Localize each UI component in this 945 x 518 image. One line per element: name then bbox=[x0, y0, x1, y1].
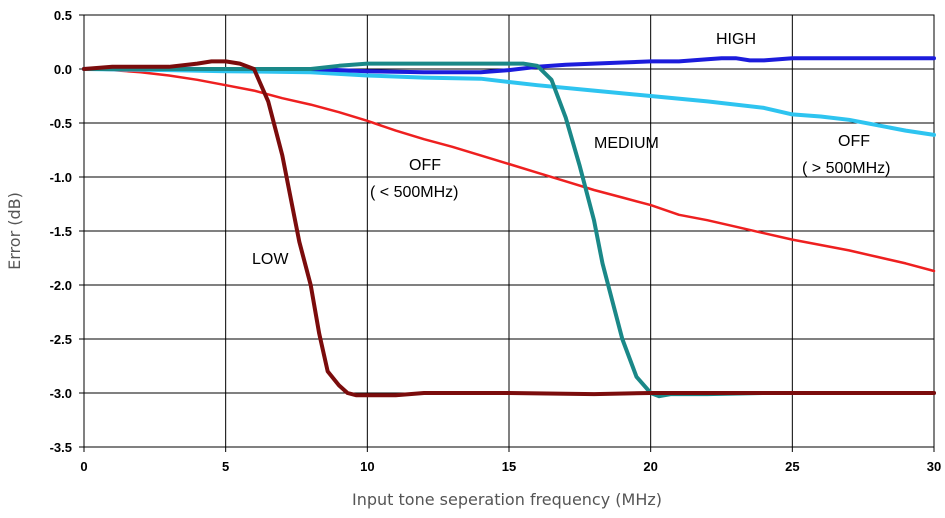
x-tick-label: 10 bbox=[360, 459, 374, 474]
y-tick-label: -2.5 bbox=[50, 332, 72, 347]
series-line-off-500mhz bbox=[82, 67, 936, 137]
x-tick-label: 0 bbox=[80, 459, 87, 474]
x-tick-label: 15 bbox=[502, 459, 516, 474]
label-off-lt-line1: OFF bbox=[409, 157, 441, 174]
x-tick-label: 5 bbox=[222, 459, 229, 474]
x-tick-label: 20 bbox=[643, 459, 657, 474]
label-medium: MEDIUM bbox=[594, 135, 659, 152]
series-lines bbox=[82, 56, 936, 399]
label-low: LOW bbox=[252, 251, 289, 268]
x-axis-ticks: 0 5 10 15 20 25 30 bbox=[80, 447, 941, 474]
x-axis-title: Input tone seperation frequency (MHz) bbox=[352, 490, 662, 509]
x-tick-label: 25 bbox=[785, 459, 799, 474]
y-tick-label: 0.5 bbox=[54, 8, 72, 23]
grid bbox=[83, 14, 935, 448]
label-off-gt-line2: ( > 500MHz) bbox=[802, 160, 890, 177]
series-line-off-500mhz bbox=[82, 67, 936, 273]
y-tick-label: 0.0 bbox=[54, 62, 72, 77]
y-tick-label: -1.5 bbox=[50, 224, 72, 239]
y-tick-label: -2.0 bbox=[50, 278, 72, 293]
label-off-gt-line1: OFF bbox=[838, 133, 870, 150]
y-axis-ticks: 0.5 0.0 -0.5 -1.0 -1.5 -2.0 -2.5 -3.0 -3.5 bbox=[50, 8, 84, 455]
y-axis-title: Error (dB) bbox=[5, 192, 24, 270]
y-tick-label: -3.0 bbox=[50, 386, 72, 401]
y-tick-label: -0.5 bbox=[50, 116, 72, 131]
series-line-low bbox=[82, 59, 936, 398]
y-tick-label: -3.5 bbox=[50, 440, 72, 455]
label-off-lt-line2: ( < 500MHz) bbox=[370, 184, 458, 201]
label-high: HIGH bbox=[716, 31, 756, 48]
x-tick-label: 30 bbox=[927, 459, 941, 474]
y-tick-label: -1.0 bbox=[50, 170, 72, 185]
